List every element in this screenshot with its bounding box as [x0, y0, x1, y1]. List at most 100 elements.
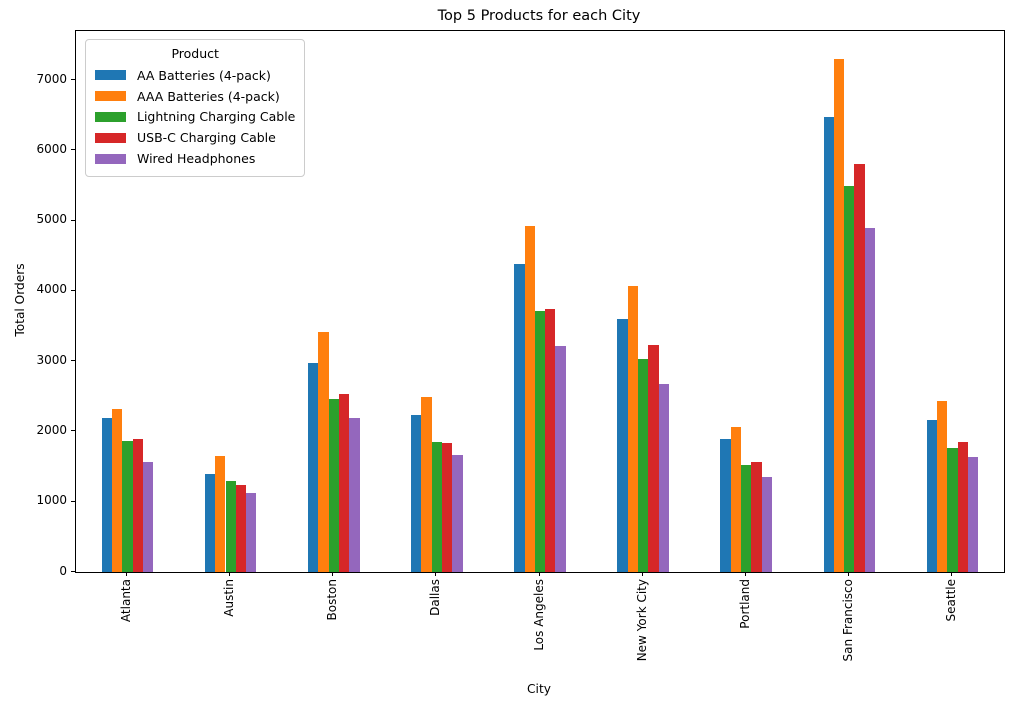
bar — [957, 442, 968, 572]
y-tick-mark — [71, 219, 75, 221]
bar — [101, 418, 113, 572]
legend-label: Wired Headphones — [137, 151, 256, 167]
y-tick-mark — [71, 149, 75, 151]
bar — [204, 473, 216, 572]
legend-label: AA Batteries (4-pack) — [137, 67, 271, 83]
plot-area: Product AA Batteries (4-pack) AAA Batteri… — [75, 30, 1005, 573]
bar — [637, 359, 649, 572]
y-tick-mark — [71, 500, 75, 502]
x-tick-mark — [538, 572, 540, 576]
y-tick-label: 7000 — [36, 71, 67, 86]
bar — [308, 363, 319, 572]
bar — [741, 465, 752, 572]
x-tick-mark — [744, 572, 746, 576]
bar — [617, 319, 628, 572]
y-tick-label: 1000 — [36, 493, 67, 508]
bar — [411, 414, 422, 572]
legend: Product AA Batteries (4-pack) AAA Batteri… — [85, 39, 306, 177]
legend-swatch-icon — [95, 111, 126, 122]
bar — [338, 394, 350, 572]
bar — [112, 409, 123, 572]
legend-row: AAA Batteries (4-pack) — [95, 86, 295, 107]
x-tick-label: Seattle — [943, 579, 958, 622]
legend-title: Product — [171, 46, 219, 61]
x-tick-mark — [332, 572, 334, 576]
x-tick-label: San Francisco — [840, 579, 855, 662]
x-tick-mark — [641, 572, 643, 576]
y-axis-label: Total Orders — [13, 263, 27, 337]
legend-row: Lightning Charging Cable — [95, 107, 295, 128]
chart-title: Top 5 Products for each City — [437, 8, 641, 24]
y-tick-label: 3000 — [36, 352, 67, 367]
y-tick-mark — [71, 360, 75, 362]
x-tick-mark — [229, 572, 231, 576]
x-tick-mark — [435, 572, 437, 576]
legend-row: USB-C Charging Cable — [95, 127, 295, 148]
bar — [215, 456, 226, 572]
x-tick-mark — [126, 572, 128, 576]
x-tick-mark — [847, 572, 849, 576]
y-tick-label: 0 — [59, 563, 67, 578]
bar — [349, 418, 360, 572]
bar — [967, 457, 979, 572]
legend-swatch-icon — [95, 132, 126, 143]
y-tick-mark — [71, 289, 75, 291]
legend-label: USB-C Charging Cable — [137, 130, 276, 146]
bar — [246, 493, 257, 572]
bar — [936, 401, 948, 572]
bar — [442, 443, 453, 572]
y-tick-label: 5000 — [36, 212, 67, 227]
legend-label: Lightning Charging Cable — [137, 109, 296, 125]
y-tick-mark — [71, 571, 75, 572]
y-tick-label: 4000 — [36, 282, 67, 297]
x-tick-label: Boston — [325, 579, 340, 621]
bar — [730, 427, 742, 572]
bar — [431, 442, 443, 572]
x-tick-label: Dallas — [428, 579, 443, 616]
legend-row: AA Batteries (4-pack) — [95, 65, 295, 86]
legend-label: AAA Batteries (4-pack) — [137, 88, 280, 104]
legend-row: Wired Headphones — [95, 148, 295, 169]
bar — [328, 399, 339, 572]
bar — [524, 226, 535, 572]
y-tick-mark — [71, 79, 75, 81]
bar — [421, 397, 432, 572]
x-tick-label: Atlanta — [119, 579, 134, 623]
x-axis-label: City — [527, 682, 551, 696]
bar — [534, 311, 546, 572]
bar — [555, 345, 566, 572]
x-tick-label: Portland — [737, 579, 752, 629]
bar — [235, 484, 247, 572]
bar — [627, 286, 638, 572]
bar — [720, 438, 731, 572]
y-tick-mark — [71, 430, 75, 432]
bar — [143, 462, 154, 572]
legend-swatch-icon — [95, 91, 126, 102]
bar — [132, 439, 143, 572]
bar — [926, 420, 937, 572]
bar — [751, 461, 762, 572]
bar — [318, 332, 329, 572]
legend-swatch-icon — [95, 70, 126, 81]
bar — [844, 186, 855, 572]
x-tick-mark — [950, 572, 952, 576]
bar — [833, 59, 845, 572]
bar — [452, 455, 463, 572]
y-tick-label: 6000 — [36, 141, 67, 156]
bar — [122, 440, 133, 572]
x-tick-label: New York City — [634, 579, 649, 662]
bar — [947, 447, 958, 572]
legend-rows: AA Batteries (4-pack) AAA Batteries (4-pa… — [95, 65, 295, 169]
bar — [648, 345, 659, 572]
bar — [761, 477, 772, 572]
bar — [225, 481, 236, 572]
x-tick-label: Los Angeles — [531, 579, 546, 651]
bar — [823, 117, 834, 572]
y-tick-label: 2000 — [36, 422, 67, 437]
legend-swatch-icon — [95, 153, 126, 164]
bar — [864, 228, 876, 572]
x-tick-label: Austin — [222, 579, 237, 617]
bar — [545, 309, 556, 572]
bar — [658, 384, 669, 572]
